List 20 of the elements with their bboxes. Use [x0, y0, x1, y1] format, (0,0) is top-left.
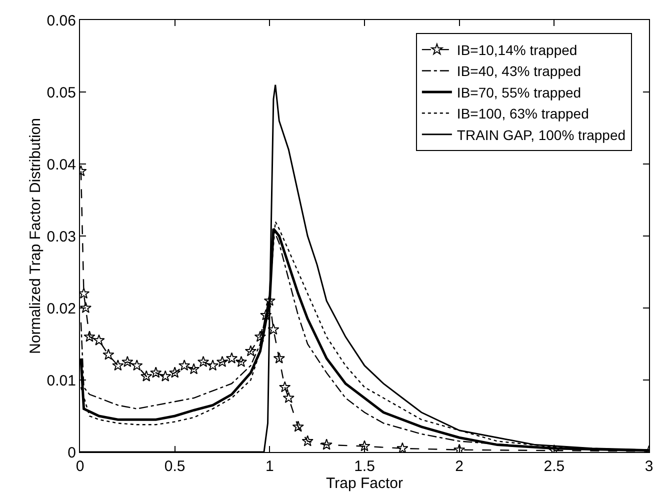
legend-label: IB=10,14% trapped: [456, 42, 578, 58]
x-tick-label: 3: [644, 458, 654, 475]
y-tick-label: 0.02: [46, 300, 76, 318]
legend-label: IB=100, 63% trapped: [456, 106, 589, 122]
x-tick-label: 1: [266, 458, 274, 475]
y-tick-label: 0.06: [46, 12, 76, 30]
x-tick-label: 2: [455, 458, 464, 475]
x-tick-label: 1.5: [354, 458, 375, 475]
legend-label: IB=70, 55% trapped: [456, 84, 582, 100]
y-axis-title: Normalized Trap Factor Distribution: [27, 118, 44, 354]
y-tick-label: 0.04: [46, 156, 76, 174]
y-tick-label: 0.05: [46, 84, 76, 102]
x-tick-label: 0.5: [164, 458, 186, 475]
y-tick-label: 0.03: [46, 228, 76, 246]
legend-label: TRAIN GAP, 100% trapped: [456, 126, 626, 143]
y-tick-label: 0: [68, 444, 76, 462]
x-tick-label: 2.5: [544, 458, 565, 475]
legend-label: IB=40, 43% trapped: [456, 63, 582, 80]
y-tick-label: 0.01: [46, 372, 76, 390]
x-axis-title: Trap Factor: [326, 475, 403, 492]
